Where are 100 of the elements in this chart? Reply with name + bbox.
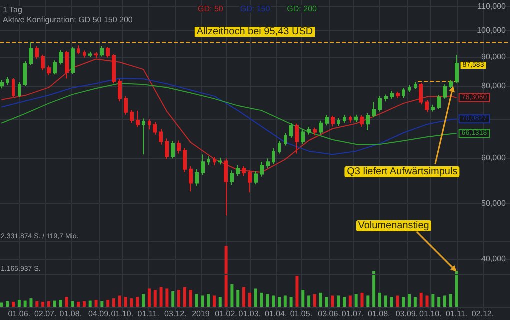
x-tick-label: 01.07. [342, 310, 364, 318]
candlestick [402, 88, 405, 98]
x-tick-label: 03.06. [318, 310, 340, 318]
candlestick [12, 78, 15, 98]
candlestick [372, 102, 376, 118]
candlestick [396, 91, 400, 99]
candlestick [159, 128, 163, 146]
candlestick [165, 138, 169, 160]
candlestick [18, 82, 21, 98]
candlestick [331, 115, 335, 128]
line-series [1, 78, 458, 156]
x-tick-label: 2019 [192, 310, 210, 318]
candlestick [260, 162, 264, 178]
candlestick [248, 170, 252, 194]
candlestick [337, 118, 340, 126]
candlestick [349, 115, 352, 124]
ref-line-label: Allzeithoch bei 95,43 USD [196, 26, 314, 38]
candlestick [177, 140, 181, 154]
candlestick [71, 46, 75, 74]
candlestick [41, 54, 45, 71]
x-tick-label: 01.10. [111, 310, 134, 318]
x-tick-label: 01.08. [368, 310, 390, 318]
x-tick-label: 02.07. [34, 310, 57, 318]
candlestick [195, 168, 199, 187]
candlestick [307, 126, 311, 136]
candlestick [354, 114, 358, 123]
candlestick [236, 164, 240, 176]
candlestick [425, 100, 429, 113]
x-tick-label: 01.02. [215, 310, 238, 318]
candlestick [153, 122, 157, 136]
candlestick [266, 158, 270, 169]
candlestick [136, 110, 140, 128]
x-tick-label: 04.09. [88, 310, 111, 318]
candlestick [124, 96, 128, 116]
candlestick [437, 94, 441, 110]
candlestick [313, 127, 317, 136]
candlestick [148, 118, 151, 130]
x-tick-label: 02.12. [472, 310, 494, 318]
candlestick [414, 82, 417, 90]
candlestick [59, 50, 63, 66]
candlestick [142, 118, 145, 156]
candlestick [360, 115, 364, 128]
candlestick [378, 96, 382, 112]
candlestick [254, 170, 258, 186]
candlestick [94, 52, 98, 59]
candlestick [301, 129, 305, 145]
y-tick-label: 40,000 [482, 254, 507, 264]
y-tick-label: 90,000 [482, 52, 507, 62]
candlestick [130, 110, 134, 124]
candlestick [100, 46, 104, 58]
annotation: 1 Tag [3, 6, 22, 14]
x-tick-label: 03.09. [396, 310, 418, 318]
candlestick [443, 84, 447, 100]
text: GD: 150 [240, 4, 271, 14]
y-tick-label: 60,000 [482, 153, 507, 162]
candlestick [201, 154, 205, 176]
candlestick [88, 51, 92, 58]
x-tick-label: 01.06. [8, 310, 31, 318]
candlestick [408, 85, 411, 93]
candlestick [390, 90, 394, 100]
candlestick [106, 46, 110, 58]
candlestick [224, 158, 228, 216]
candlestick [23, 61, 27, 87]
candlestick [65, 50, 69, 80]
candlestick [289, 122, 293, 138]
candlestick [118, 78, 122, 102]
candlestick [0, 79, 4, 90]
x-tick-label: 03.12. [164, 310, 187, 318]
candlestick [213, 156, 216, 166]
annotation: Q3 liefert Aufwärtsimpuls [345, 166, 460, 178]
candlestick [366, 112, 370, 131]
candlestick [319, 120, 323, 135]
candlestick [343, 114, 346, 124]
candlestick [47, 65, 51, 76]
x-tick-label: 01.11. [446, 310, 468, 318]
y-tick-label: 50,000 [482, 198, 507, 208]
candlestick [29, 42, 33, 66]
x-tick-label: 01.03. [238, 310, 262, 318]
candlestick [35, 46, 39, 60]
annotation: Aktive Konfiguration: GD 50 150 200 [3, 16, 134, 24]
candlestick [230, 170, 234, 186]
candlestick [53, 60, 57, 76]
candlestick [284, 132, 287, 146]
candlestick [171, 140, 175, 160]
y-tick-label: 80,000 [482, 82, 507, 91]
candlestick [189, 166, 193, 192]
candlestick [325, 114, 329, 126]
line-series [1, 83, 458, 146]
x-tick-label: 01.08. [60, 310, 82, 318]
x-tick-label: 01.04. [264, 310, 288, 318]
candlestick [431, 104, 435, 112]
candlestick [112, 54, 116, 84]
candlestick [272, 148, 275, 165]
y-tick-label: 110,000 [478, 2, 507, 12]
x-tick-label: 01.10. [420, 310, 442, 318]
candlestick [218, 157, 222, 166]
candlestick [83, 50, 86, 58]
candlestick [278, 140, 281, 154]
candlestick [455, 54, 459, 84]
candlestick [295, 123, 299, 154]
